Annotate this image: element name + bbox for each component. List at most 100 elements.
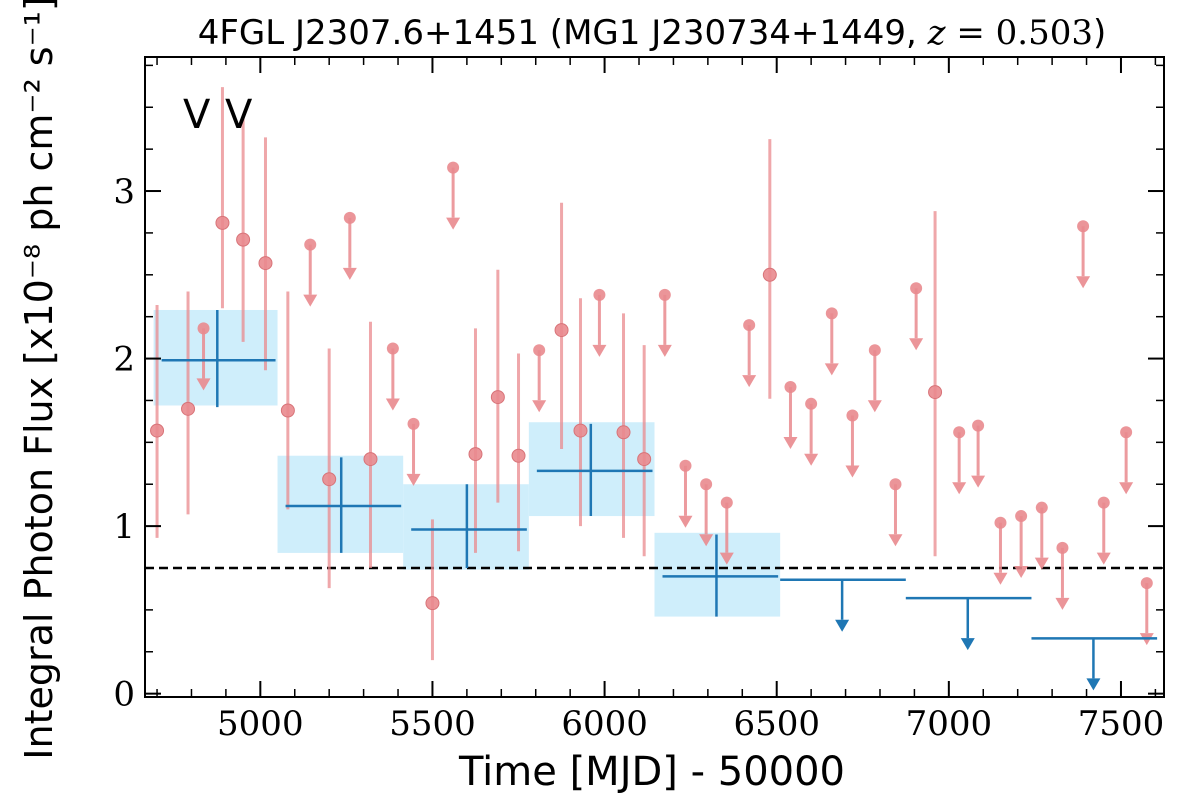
red-upper-limit-point-21 [972,419,985,432]
red-point-7 [363,452,378,467]
red-point-17 [928,385,943,400]
red-upper-limit-point-27 [1097,496,1110,509]
red-point-6 [322,472,337,487]
red-upper-limit-arrow-7 [592,344,607,357]
red-upper-limit-point-0 [197,322,210,335]
red-upper-limit-point-29 [1140,577,1153,590]
x-axis-label: Time [MJD] - 50000 [458,749,845,795]
red-upper-limit-point-6 [533,344,546,357]
red-upper-limit-arrow-2 [342,267,357,280]
red-upper-limit-arrow-9 [678,515,693,528]
red-upper-limit-arrow-5 [446,217,461,230]
red-upper-limit-point-3 [386,342,399,355]
red-upper-limit-point-26 [1077,220,1090,233]
red-upper-limit-point-14 [805,397,818,410]
blue-upper-limit-arrow-0 [835,619,850,632]
red-upper-limit-point-22 [994,516,1007,529]
red-upper-limit-arrow-8 [657,344,672,357]
blue-upper-limit-arrow-1 [960,638,975,651]
y-axis-label: Integral Photon Flux [x10⁻⁸ ph cm⁻² s⁻¹] [17,0,61,760]
red-upper-limit-arrow-0 [196,378,211,391]
red-upper-limit-arrow-22 [993,572,1008,585]
red-upper-limit-point-23 [1015,510,1028,523]
red-upper-limit-arrow-3 [385,398,400,411]
y-tick-label-2: 2 [113,340,135,380]
red-upper-limit-arrow-20 [952,482,967,495]
red-upper-limit-point-5 [447,161,460,174]
red-point-14 [616,425,631,440]
y-tick-label-3: 3 [113,172,135,212]
red-upper-limit-arrow-15 [824,363,839,376]
x-tick-label-4: 7000 [906,704,993,744]
red-point-11 [511,448,526,463]
red-upper-limit-arrow-21 [971,475,986,488]
red-point-10 [490,390,505,405]
red-upper-limit-point-13 [784,381,797,394]
legend-entry-blue: V [183,92,211,138]
red-point-3 [236,232,251,247]
red-upper-limit-point-16 [846,409,859,422]
red-upper-limit-arrow-18 [888,534,903,547]
red-upper-limit-arrow-24 [1034,557,1049,570]
blue-upper-limit-arrow-2 [1086,678,1101,691]
red-upper-limit-arrow-13 [783,437,798,450]
red-upper-limit-point-24 [1035,501,1048,514]
x-tick-label-3: 6500 [733,704,820,744]
red-upper-limit-point-25 [1056,541,1069,554]
red-upper-limit-point-2 [343,211,356,224]
y-tick-label-1: 1 [113,507,135,547]
red-upper-limit-point-7 [593,288,606,301]
x-tick-label-1: 5500 [389,704,476,744]
red-upper-limit-arrow-28 [1119,482,1134,495]
red-upper-limit-arrow-23 [1014,566,1029,579]
legend: V V [183,92,253,138]
red-upper-limit-point-12 [743,319,756,332]
red-upper-limit-arrow-26 [1076,276,1091,289]
red-upper-limit-point-17 [868,344,881,357]
red-point-15 [637,452,652,467]
red-upper-limit-point-9 [679,459,692,472]
red-point-1 [181,401,196,416]
red-upper-limit-arrow-27 [1096,552,1111,565]
red-upper-limit-arrow-4 [406,473,421,486]
x-tick-label-0: 5000 [217,704,304,744]
plot-frame [144,56,1165,698]
red-point-5 [280,403,295,418]
red-upper-limit-point-10 [700,478,713,491]
red-upper-limit-arrow-19 [909,338,924,351]
plot-area [145,87,1164,691]
red-point-13 [573,423,588,438]
blue-band-0 [153,309,278,406]
y-tick-label-0: 0 [113,675,135,715]
red-upper-limit-point-1 [304,238,317,251]
axis-ticks: 5000 5500 6000 6500 7000 7500 0 1 2 3 [113,57,1164,744]
red-upper-limit-point-20 [953,426,966,439]
red-upper-limit-arrow-6 [532,400,547,413]
red-point-16 [762,267,777,282]
red-upper-limit-arrow-11 [719,552,734,565]
red-upper-limit-arrow-1 [303,294,318,307]
red-point-2 [215,215,230,230]
x-tick-label-5: 7500 [1078,704,1165,744]
red-upper-limit-point-4 [407,417,420,430]
red-upper-limit-arrow-16 [845,465,860,478]
red-point-8 [425,596,440,611]
red-point-0 [150,423,165,438]
red-upper-limit-point-28 [1120,426,1133,439]
red-point-4 [258,256,273,271]
red-upper-limit-arrow-10 [699,534,714,547]
red-upper-limit-arrow-14 [804,453,819,466]
chart-title: 4FGL J2307.6+1451 (MG1 J230734+1449, z =… [198,13,1107,53]
red-upper-limit-point-11 [720,496,733,509]
red-upper-limit-point-8 [658,288,671,301]
red-upper-limit-point-18 [889,478,902,491]
red-upper-limit-arrow-12 [742,375,757,388]
red-upper-limit-arrow-17 [867,400,882,413]
x-tick-label-2: 6000 [561,704,648,744]
red-upper-limit-arrow-25 [1055,597,1070,610]
red-point-12 [554,323,569,338]
red-upper-limit-point-19 [910,282,923,295]
legend-entry-red: V [225,92,253,138]
red-point-9 [468,447,483,462]
